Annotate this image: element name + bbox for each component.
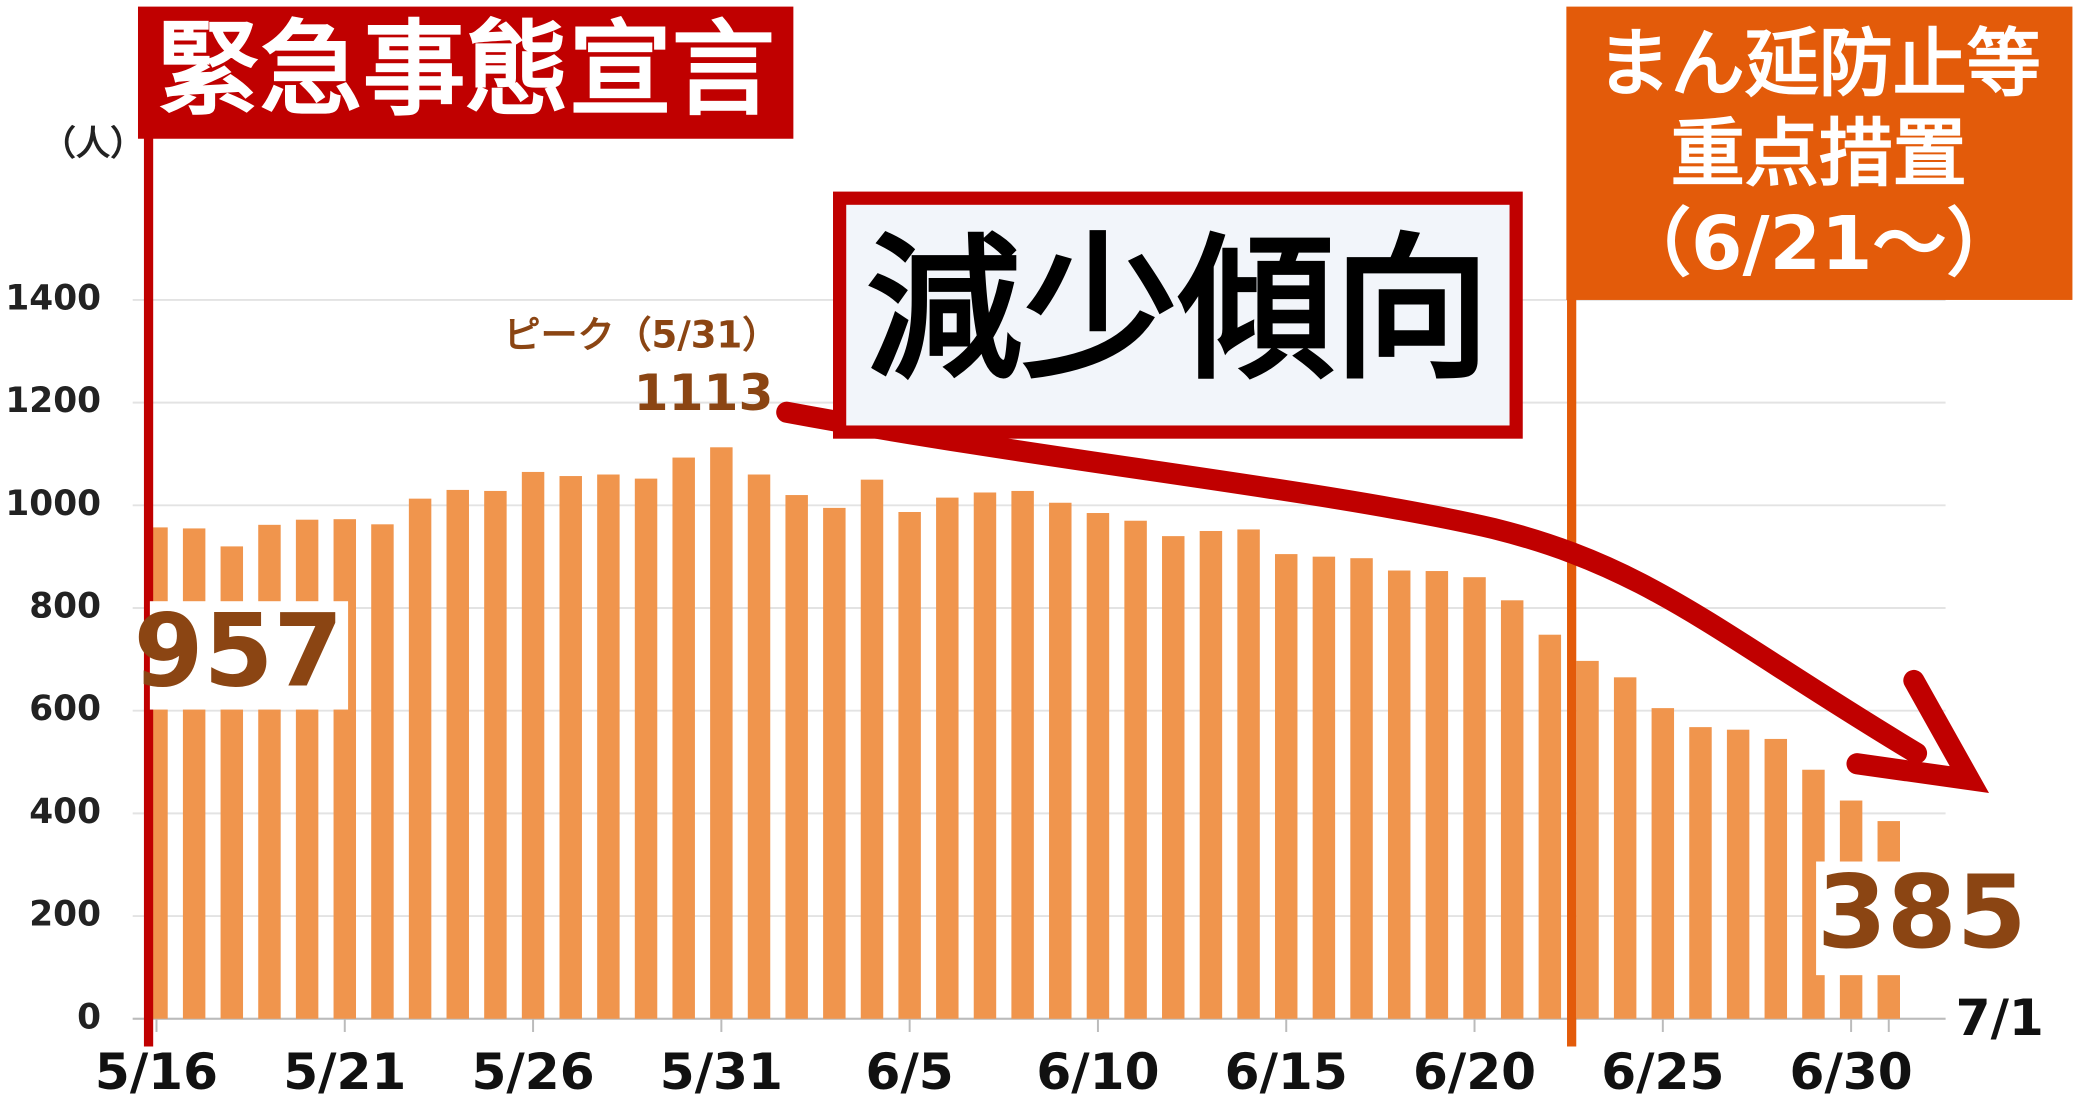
bar: [1350, 558, 1373, 1019]
value-label: 957: [134, 592, 344, 709]
bar: [1689, 727, 1712, 1019]
y-tick-label: 1000: [5, 484, 101, 524]
arrow-head: [1846, 669, 1990, 794]
y-tick-label: 800: [29, 587, 101, 627]
peak-value: 1113: [634, 363, 774, 422]
bar: [672, 457, 695, 1019]
x-tick-label: 6/20: [1413, 1042, 1536, 1101]
bar: [1613, 677, 1637, 1019]
value-label-box: [1816, 861, 2023, 976]
bar: [371, 524, 394, 1019]
bar: [1199, 530, 1223, 1019]
x-tick-label: 6/5: [866, 1042, 954, 1101]
value-label-box: [149, 601, 349, 710]
labels: 5/16 5/21 5/26 5/31 6/5 6/10 6/15 6/20 6/25 6/30 7…: [95, 363, 2044, 1101]
bar: [823, 507, 846, 1019]
bar: [860, 479, 884, 1019]
trend-arrow: [776, 401, 1928, 764]
bar: [408, 498, 432, 1019]
bar: [1086, 513, 1110, 1019]
y-unit: （人）: [42, 124, 145, 164]
y-tick-label: 1200: [5, 381, 101, 421]
x-tick-label: 5/26: [471, 1042, 594, 1101]
measure-text: 重点措置: [1671, 111, 1967, 197]
bar: [973, 492, 997, 1019]
bar: [597, 474, 620, 1019]
bar: [634, 478, 658, 1019]
bar: [1312, 556, 1336, 1019]
y-tick-label: 600: [29, 689, 101, 729]
bar: [1425, 571, 1449, 1019]
bar: [521, 471, 545, 1019]
bar: [484, 490, 507, 1019]
bars: [145, 447, 1900, 1019]
bar: [1124, 520, 1147, 1019]
bar: [1500, 600, 1524, 1019]
x-tick-label: 5/21: [283, 1042, 406, 1101]
bar: [936, 497, 959, 1019]
bar: [747, 474, 771, 1019]
x-tick-label: 7/1: [1956, 988, 2044, 1047]
measure-box: [1566, 6, 2073, 300]
bar: [559, 476, 582, 1019]
trend-label: 減少傾向: [866, 219, 1490, 401]
bar: [898, 511, 921, 1019]
bar: [1162, 536, 1185, 1019]
trend-box: [833, 191, 1523, 439]
peak-label: ピーク（5/31）: [504, 313, 780, 356]
y-tick-label: 1400: [5, 278, 101, 318]
bar: [446, 489, 469, 1019]
bar: [1651, 708, 1675, 1019]
bar: [710, 447, 733, 1019]
bar: [1237, 529, 1260, 1019]
bar: [1576, 660, 1599, 1019]
y-tick-label: 200: [29, 895, 101, 935]
x-tick-label: 6/10: [1036, 1042, 1159, 1101]
measure-text: （6/21～）: [1617, 201, 2020, 287]
x-tick-label: 5/16: [95, 1042, 218, 1101]
x-tick-label: 6/15: [1225, 1042, 1348, 1101]
bar: [1275, 554, 1298, 1019]
bar: [1726, 729, 1750, 1019]
bar: [1387, 570, 1411, 1019]
bar: [1764, 738, 1788, 1019]
measure-text: まん延防止等: [1597, 21, 2041, 107]
x-tick-label: 6/30: [1790, 1042, 1913, 1101]
bar: [1011, 490, 1034, 1019]
chart-title: 緊急事態宣言: [157, 10, 775, 130]
y-tick-label: 400: [29, 792, 101, 832]
bar: [1049, 502, 1072, 1019]
title-box: [137, 6, 794, 139]
x-tick-label: 5/31: [660, 1042, 783, 1101]
y-tick-label: 0: [77, 997, 101, 1037]
bar: [1463, 577, 1486, 1019]
bar: [785, 495, 808, 1019]
value-label: 385: [1817, 854, 2027, 971]
x-tick-label: 6/25: [1601, 1042, 1724, 1101]
bar: [1538, 634, 1562, 1019]
